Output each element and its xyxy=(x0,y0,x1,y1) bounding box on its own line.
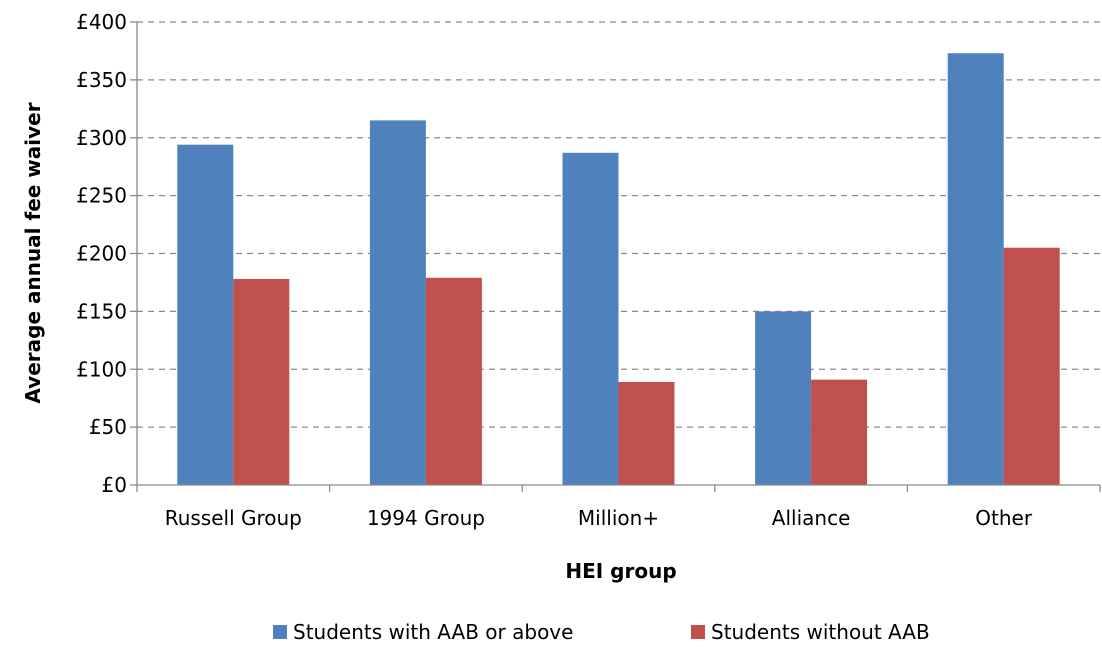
y-tick-label: £300 xyxy=(76,126,127,150)
bars xyxy=(177,53,1060,486)
y-tick-label: £100 xyxy=(76,357,127,381)
legend-swatch xyxy=(691,625,705,639)
legend: Students with AAB or above Students witho… xyxy=(273,620,930,644)
y-tick-label: £50 xyxy=(89,415,127,439)
y-tick-label: £200 xyxy=(76,242,127,266)
bar xyxy=(425,277,482,485)
bar xyxy=(369,120,426,485)
bar xyxy=(618,381,675,485)
axes xyxy=(130,21,1101,492)
legend-swatch xyxy=(273,625,287,639)
y-tick-labels: £0 £50 £100 £150 £200 £250 £300 £350 £400 xyxy=(76,10,127,497)
x-tick-label: Alliance xyxy=(772,506,851,530)
x-axis-title: HEI group xyxy=(565,559,676,583)
y-tick-label: £350 xyxy=(76,68,127,92)
legend-label: Students without AAB xyxy=(711,620,930,644)
x-tick-label: 1994 Group xyxy=(367,506,485,530)
y-tick-label: £400 xyxy=(76,10,127,34)
x-tick-labels: Russell Group 1994 Group Million+ Alliance O… xyxy=(165,506,1033,530)
bar xyxy=(177,144,234,485)
legend-label: Students with AAB or above xyxy=(293,620,573,644)
y-tick-label: £150 xyxy=(76,299,127,323)
y-tick-label: £0 xyxy=(102,473,127,497)
bar xyxy=(562,152,619,486)
bar xyxy=(755,311,812,485)
bar xyxy=(1003,247,1060,485)
x-tick-label: Million+ xyxy=(578,506,659,530)
bar xyxy=(811,379,868,485)
bar xyxy=(233,278,290,485)
x-tick-label: Other xyxy=(975,506,1033,530)
bar xyxy=(947,53,1004,485)
y-tick-label: £250 xyxy=(76,184,127,208)
y-axis-title: Average annual fee waiver xyxy=(21,102,45,403)
x-tick-label: Russell Group xyxy=(165,506,302,530)
